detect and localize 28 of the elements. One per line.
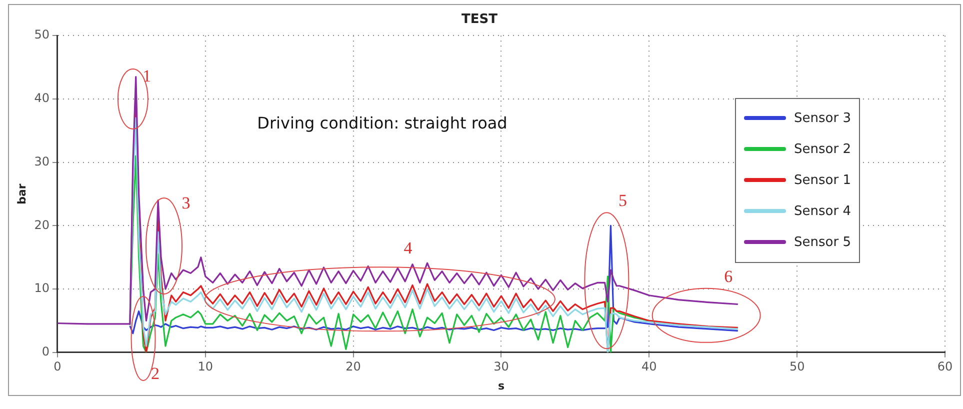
x-tick-label: 0 — [54, 360, 62, 374]
annotation: Driving condition: straight road — [257, 113, 508, 132]
x-axis-title: s — [498, 379, 505, 392]
x-tick-label: 50 — [789, 360, 805, 374]
x-tick-label: 10 — [198, 360, 214, 374]
legend-label: Sensor 2 — [794, 142, 851, 157]
annotation: 2 — [151, 364, 160, 383]
annotation: 1 — [142, 66, 152, 86]
legend-label: Sensor 4 — [794, 204, 851, 219]
annotation: 5 — [618, 191, 627, 210]
chart-title: TEST — [462, 12, 498, 28]
x-tick-label: 40 — [642, 360, 657, 374]
annotation: 3 — [182, 193, 190, 212]
y-tick-label: 20 — [34, 218, 50, 232]
y-tick-label: 0 — [42, 344, 50, 359]
x-tick-label: 20 — [346, 360, 361, 374]
annotation: 4 — [404, 238, 413, 258]
legend-label: Sensor 3 — [794, 110, 851, 126]
x-tick-label: 30 — [494, 360, 509, 374]
y-axis-title: bar — [15, 183, 28, 204]
x-tick-label: 60 — [937, 360, 953, 374]
y-tick-label: 10 — [34, 281, 50, 296]
y-tick-label: 30 — [34, 154, 50, 168]
y-tick-label: 50 — [34, 28, 50, 42]
annotation: 6 — [724, 266, 733, 286]
y-tick-label: 40 — [34, 91, 50, 106]
legend-label: Sensor 1 — [794, 172, 851, 188]
legend-label: Sensor 5 — [794, 234, 851, 250]
